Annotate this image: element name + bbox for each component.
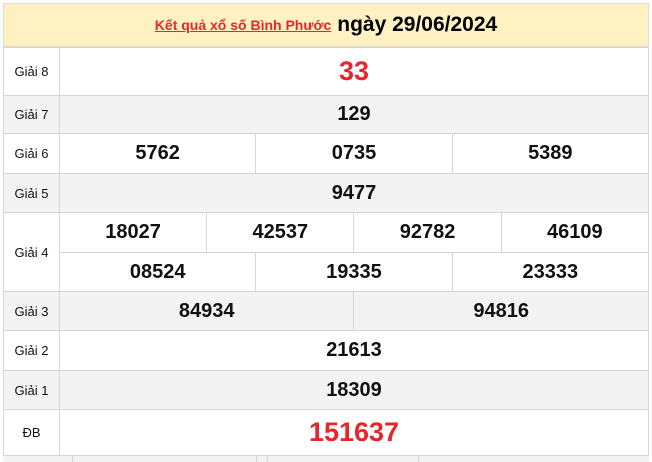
special-prize-number: 151637 (59, 409, 649, 456)
prize-label: Giải 6 (3, 133, 60, 174)
row-giai-5: Giải 5 9477 (3, 173, 649, 213)
prize-label: Giải 7 (3, 95, 60, 134)
row-giai-3: Giải 3 84934 94816 (3, 291, 649, 331)
prize-number: 08524 (58, 252, 257, 292)
prize-label: Giải 5 (3, 173, 60, 213)
draw-date: ngày 29/06/2024 (337, 13, 498, 36)
row-giai-2: Giải 2 21613 (3, 330, 649, 371)
prize-number: 18309 (59, 370, 649, 410)
prize-number: 9477 (59, 173, 649, 213)
prize-number: 5389 (451, 133, 650, 174)
prize-number: 94816 (353, 291, 649, 331)
results-panel: Kết quả xổ số Bình Phước ngày 29/06/2024… (3, 3, 650, 456)
prize-number: 23333 (451, 252, 650, 292)
prize-number: 18027 (58, 212, 208, 253)
prize-number: 42537 (206, 212, 355, 253)
prize-number: 19335 (255, 252, 453, 292)
prize-label: Giải 2 (3, 330, 60, 371)
prize-number: 21613 (59, 330, 649, 371)
next-table-edge (3, 455, 649, 462)
row-giai-6: Giải 6 5762 0735 5389 (3, 133, 650, 174)
row-giai-8: Giải 8 33 (3, 47, 649, 96)
prize-number: 84934 (58, 291, 355, 331)
results-table: Giải 8 33 Giải 7 129 Giải 6 5762 0735 5389 Gi… (3, 47, 650, 456)
prize-label: ĐB (3, 409, 60, 456)
row-giai-4: Giải 4 18027 42537 92782 46109 (3, 212, 650, 292)
row-giai-1: Giải 1 18309 (3, 370, 649, 410)
row-giai-4-line-2: 08524 19335 23333 (4, 252, 650, 292)
prize-number: 0735 (255, 133, 453, 174)
prize-label: Giải 4 (3, 212, 60, 292)
prize-number: 5762 (58, 133, 257, 174)
prize-label: Giải 3 (3, 291, 60, 331)
row-special-prize: ĐB 151637 (3, 409, 649, 456)
prize-number: 129 (59, 95, 649, 134)
province-results-link[interactable]: Kết quả xổ số Bình Phước (154, 17, 332, 33)
results-header: Kết quả xổ số Bình Phước ngày 29/06/2024 (3, 3, 649, 47)
prize-label: Giải 1 (3, 370, 60, 410)
row-giai-7: Giải 7 129 (3, 95, 649, 134)
prize-number: 92782 (353, 212, 502, 253)
prize-number: 46109 (500, 212, 650, 253)
prize-number: 33 (59, 47, 649, 96)
prize-label: Giải 8 (3, 47, 60, 96)
